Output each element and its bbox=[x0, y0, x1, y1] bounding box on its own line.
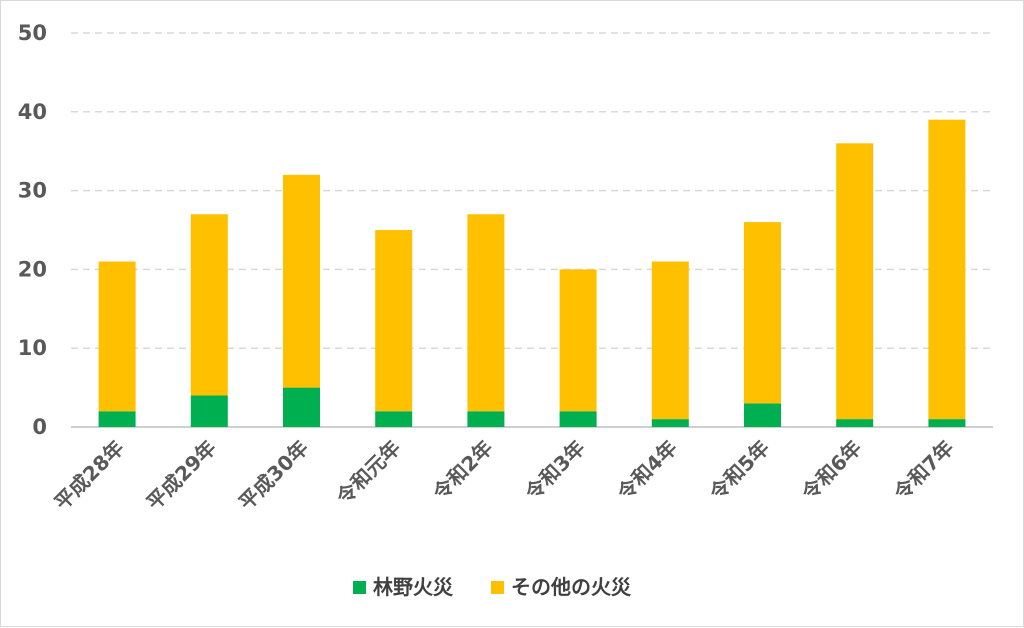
x-tick-label: 令和6年 bbox=[797, 436, 866, 505]
x-tick-label: 令和元年 bbox=[332, 436, 406, 510]
y-tick-label: 40 bbox=[18, 100, 47, 124]
bar-segment bbox=[98, 411, 136, 427]
legend-swatch bbox=[491, 581, 504, 594]
bar-segment bbox=[928, 419, 966, 427]
bar-segment bbox=[836, 419, 874, 427]
y-tick-label: 0 bbox=[32, 415, 47, 439]
bar-segment bbox=[98, 261, 136, 412]
bar-segment bbox=[283, 174, 320, 388]
bar-segment bbox=[651, 419, 689, 427]
bar-segment bbox=[651, 261, 689, 420]
x-tick-label: 令和2年 bbox=[428, 436, 497, 505]
legend-swatch bbox=[353, 581, 366, 594]
bar-segment bbox=[467, 214, 505, 412]
legend-label: その他の火災 bbox=[511, 575, 632, 599]
bar-segment bbox=[375, 230, 413, 412]
x-tick-label: 令和3年 bbox=[520, 436, 589, 505]
x-tick-label: 令和7年 bbox=[889, 436, 958, 505]
bars bbox=[98, 119, 966, 427]
bar-segment bbox=[190, 395, 228, 427]
x-tick-label: 令和4年 bbox=[613, 436, 682, 505]
bar-segment bbox=[190, 214, 228, 396]
legend: 林野火災 その他の火災 bbox=[353, 575, 632, 599]
x-axis: 平成28年 平成29年 平成30年 令和元年 令和2年 令和3年 令和4年 令和5年 令和6年令… bbox=[50, 436, 959, 515]
bar-segment bbox=[836, 143, 874, 420]
bar-segment bbox=[283, 387, 320, 427]
x-tick-label: 平成29年 bbox=[142, 436, 221, 515]
x-tick-label: 平成30年 bbox=[234, 436, 313, 515]
legend-label: 林野火災 bbox=[373, 575, 454, 599]
bar-segment bbox=[744, 403, 781, 427]
y-tick-label: 20 bbox=[18, 257, 47, 281]
bar-segment bbox=[559, 269, 597, 412]
bar-segment bbox=[467, 411, 505, 427]
y-tick-label: 30 bbox=[18, 179, 47, 203]
bar-segment bbox=[375, 411, 413, 427]
y-tick-label: 10 bbox=[18, 336, 47, 360]
y-tick-label: 50 bbox=[18, 21, 47, 45]
x-tick-label: 令和5年 bbox=[705, 436, 774, 505]
bar-segment bbox=[559, 411, 597, 427]
bar-segment bbox=[928, 119, 966, 420]
x-tick-label: 平成28年 bbox=[50, 436, 129, 515]
bar-segment bbox=[744, 222, 781, 404]
y-axis: 0 10 20 30 40 50 bbox=[18, 21, 47, 439]
